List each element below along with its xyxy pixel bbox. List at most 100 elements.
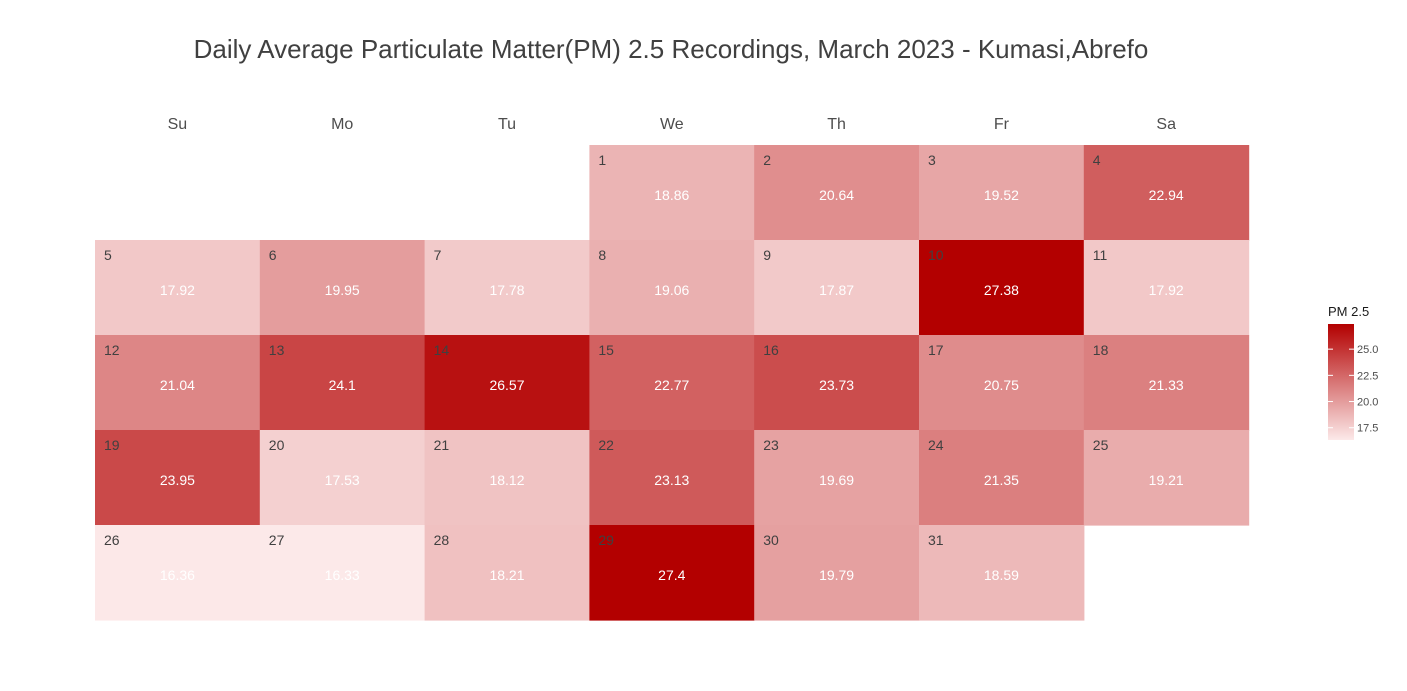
pm25-value-label: 24.1 xyxy=(329,377,356,393)
calendar-day-cell: 26 16.36 xyxy=(95,525,261,621)
pm25-value-label: 17.78 xyxy=(489,282,524,298)
day-number: 15 xyxy=(598,342,614,358)
pm25-value-label: 26.57 xyxy=(489,377,524,393)
legend-tick-label: 20.0 xyxy=(1357,397,1378,409)
pm25-value-label: 23.13 xyxy=(654,472,689,488)
pm25-value-label: 22.94 xyxy=(1149,187,1184,203)
day-tile xyxy=(919,525,1085,621)
calendar-day-cell: 10 27.38 xyxy=(919,240,1085,336)
day-tile xyxy=(754,335,920,431)
calendar-day-cell: 17 20.75 xyxy=(919,335,1085,431)
day-number: 7 xyxy=(434,247,442,263)
day-tile xyxy=(754,240,920,336)
day-number: 31 xyxy=(928,532,944,548)
day-number: 30 xyxy=(763,532,779,548)
weekday-header-fr: Fr xyxy=(994,116,1010,133)
pm25-value-label: 17.92 xyxy=(1149,282,1184,298)
calendar-day-cell: 118.86 xyxy=(589,145,755,241)
day-tile xyxy=(589,430,755,526)
weekday-header-tu: Tu xyxy=(498,116,516,133)
day-number: 11 xyxy=(1093,247,1108,263)
pm25-value-label: 22.77 xyxy=(654,377,689,393)
pm25-value-label: 21.04 xyxy=(160,377,195,393)
legend-color-bar xyxy=(1328,324,1354,440)
pm25-value-label: 17.92 xyxy=(160,282,195,298)
day-tile xyxy=(754,430,920,526)
calendar-day-cell: 19 23.95 xyxy=(95,430,261,526)
pm25-value-label: 16.36 xyxy=(160,567,195,583)
day-number: 1 xyxy=(598,152,606,168)
day-number: 20 xyxy=(269,437,285,453)
day-tile xyxy=(589,145,755,241)
day-tile xyxy=(95,240,261,336)
calendar-day-cell: 25 19.21 xyxy=(1083,430,1250,526)
pm25-value-label: 19.21 xyxy=(1149,472,1184,488)
legend-tick-label: 25.0 xyxy=(1357,344,1378,356)
day-number: 5 xyxy=(104,247,112,263)
calendar-day-cell: 15 22.77 xyxy=(589,335,755,431)
pm25-value-label: 19.79 xyxy=(819,567,854,583)
day-number: 8 xyxy=(598,247,606,263)
weekday-headers: Su Mo Tu We Th Fr Sa xyxy=(168,116,1176,133)
day-tile xyxy=(259,240,426,336)
calendar-day-cell: 517.92 xyxy=(95,240,261,336)
pm25-value-label: 18.12 xyxy=(489,472,524,488)
calendar-day-cell: 30 19.79 xyxy=(754,525,920,621)
calendar-day-cell: 422.94 xyxy=(1083,145,1250,241)
day-number: 13 xyxy=(269,342,285,358)
day-number: 16 xyxy=(763,342,779,358)
calendar-cells: 118.86220.64319.52422.94517.92619.95717.… xyxy=(95,145,1250,621)
day-tile xyxy=(95,430,261,526)
day-number: 26 xyxy=(104,532,120,548)
day-tile xyxy=(589,335,755,431)
day-number: 24 xyxy=(928,437,944,453)
day-number: 27 xyxy=(269,532,285,548)
calendar-day-cell: 21 18.12 xyxy=(424,430,590,526)
day-number: 17 xyxy=(928,342,944,358)
day-number: 28 xyxy=(434,532,450,548)
pm25-value-label: 20.64 xyxy=(819,187,854,203)
pm25-value-label: 19.52 xyxy=(984,187,1019,203)
day-number: 22 xyxy=(598,437,614,453)
day-number: 6 xyxy=(269,247,277,263)
day-tile xyxy=(424,430,590,526)
calendar-day-cell: 23 19.69 xyxy=(754,430,920,526)
pm25-value-label: 17.87 xyxy=(819,282,854,298)
day-tile xyxy=(589,525,755,621)
day-tile xyxy=(919,240,1085,336)
legend-tick-label: 17.5 xyxy=(1357,423,1378,435)
weekday-header-mo: Mo xyxy=(331,116,353,133)
day-tile xyxy=(259,525,426,621)
day-tile xyxy=(1083,145,1250,241)
day-number: 9 xyxy=(763,247,771,263)
calendar-day-cell: 18 21.33 xyxy=(1083,335,1250,431)
calendar-day-cell: 27 16.33 xyxy=(259,525,426,621)
day-tile xyxy=(259,335,426,431)
pm25-value-label: 20.75 xyxy=(984,377,1019,393)
day-tile xyxy=(919,430,1085,526)
pm25-value-label: 27.38 xyxy=(984,282,1019,298)
day-tile xyxy=(754,145,920,241)
calendar-day-cell: 29 27.4 xyxy=(589,525,755,621)
day-tile xyxy=(919,335,1085,431)
pm25-value-label: 21.33 xyxy=(1149,377,1184,393)
pm25-value-label: 23.73 xyxy=(819,377,854,393)
day-tile xyxy=(1083,335,1250,431)
day-tile xyxy=(424,525,590,621)
chart-title: Daily Average Particulate Matter(PM) 2.5… xyxy=(194,34,1149,64)
legend-tick-label: 22.5 xyxy=(1357,370,1378,382)
pm25-value-label: 19.95 xyxy=(325,282,360,298)
legend-title: PM 2.5 xyxy=(1328,304,1369,319)
day-number: 2 xyxy=(763,152,771,168)
calendar-day-cell: 16 23.73 xyxy=(754,335,920,431)
weekday-header-sa: Sa xyxy=(1156,116,1176,133)
day-number: 21 xyxy=(434,437,450,453)
calendar-day-cell: 28 18.21 xyxy=(424,525,590,621)
calendar-day-cell: 11 17.92 xyxy=(1083,240,1250,336)
calendar-day-cell: 22 23.13 xyxy=(589,430,755,526)
day-number: 23 xyxy=(763,437,779,453)
day-number: 29 xyxy=(598,532,614,548)
pm25-value-label: 19.69 xyxy=(819,472,854,488)
calendar-day-cell: 220.64 xyxy=(754,145,920,241)
day-tile xyxy=(754,525,920,621)
